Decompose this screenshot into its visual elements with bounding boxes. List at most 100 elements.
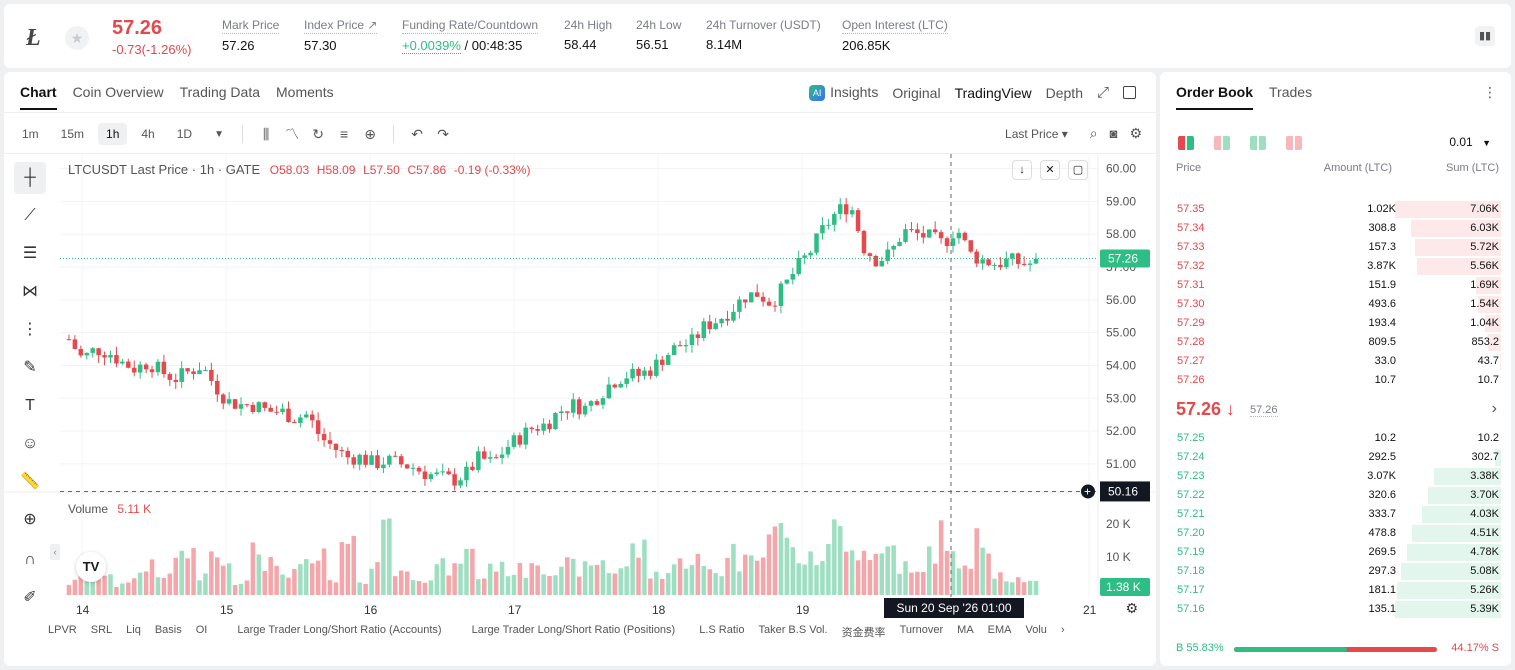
trendline-icon[interactable]: ⟋ [24,207,36,224]
timeframe-1m[interactable]: 1m [22,127,39,141]
stat-mark-price[interactable]: Mark Price 57.26 [222,18,280,53]
ask-row[interactable]: 57.26 10.7 10.7 [1160,371,1511,390]
layout-split-icon[interactable] [1214,136,1230,150]
arrow-down-icon[interactable]: ↓ [1012,160,1032,180]
ask-row[interactable]: 57.29 193.4 1.04K [1160,314,1511,333]
tab-moments[interactable]: Moments [276,84,334,100]
candlestick-chart[interactable]: 60.0059.0058.0057.0056.0055.0054.0053.00… [4,72,1156,666]
ask-row[interactable]: 57.31 151.9 1.69K [1160,276,1511,295]
indicators-icon[interactable]: 〽 [285,126,300,142]
indicator-lt-accounts[interactable]: Large Trader Long/Short Ratio (Accounts) [237,624,442,636]
collapse-icon[interactable]: ✕ [1040,160,1060,180]
more-menu-icon[interactable]: ⋮ [1483,84,1497,100]
indicator-lpvr[interactable]: LPVR [48,624,77,636]
bid-row[interactable]: 57.25 10.2 10.2 [1160,429,1511,448]
bid-row[interactable]: 57.21 333.7 4.03K [1160,505,1511,524]
bid-row[interactable]: 57.19 269.5 4.78K [1160,543,1511,562]
indicator-ma[interactable]: MA [957,624,974,636]
bid-row[interactable]: 57.16 135.1 5.39K [1160,600,1511,619]
brush-icon[interactable]: ✎ [23,359,37,376]
indicator-turnover[interactable]: Turnover [899,624,944,636]
layout-bids-icon[interactable] [1250,136,1266,150]
fib-icon[interactable]: ⋮ [22,321,38,338]
indicator-lt-positions[interactable]: Large Trader Long/Short Ratio (Positions… [471,624,676,636]
compare-icon[interactable]: ↻ [312,125,324,142]
crosshair-icon[interactable]: ┼ [14,162,46,194]
gear-icon[interactable]: ⚙ [1129,125,1142,141]
templates-icon[interactable]: ≡ [339,126,349,142]
zoom-icon[interactable]: ⊕ [23,511,37,528]
chevron-right-icon[interactable]: › [1491,400,1497,417]
camera-icon[interactable]: ◙ [1109,126,1118,141]
window-icon[interactable] [1123,86,1136,100]
indicator-liq[interactable]: Liq [126,624,141,636]
chevron-right-icon[interactable]: › [1060,624,1065,636]
view-original[interactable]: Original [892,84,941,101]
search-icon[interactable]: ⌕ [1089,125,1098,141]
bid-row[interactable]: 57.20 478.8 4.51K [1160,524,1511,543]
layout-both-icon[interactable] [1178,136,1194,150]
timeframe-15m[interactable]: 15m [60,127,85,141]
depth-bar [1401,563,1501,580]
view-depth[interactable]: Depth [1045,84,1083,101]
indicator-srl[interactable]: SRL [90,624,113,636]
stat-funding-rate[interactable]: Funding Rate/Countdown +0.0039% / 00:48:… [402,18,539,54]
redo-icon[interactable]: ↷ [437,125,449,142]
indicator-ls-ratio[interactable]: L.S Ratio [699,624,745,636]
ask-row[interactable]: 57.32 3.87K 5.56K [1160,257,1511,276]
stat-index-price[interactable]: Index Price ↗ 57.30 [304,18,378,53]
ask-row[interactable]: 57.35 1.02K 7.06K [1160,200,1511,219]
favorite-star-icon[interactable]: ★ [65,26,89,50]
expand-icon[interactable]: ⤢ [1096,84,1109,102]
chevron-down-icon[interactable]: ▼ [214,128,225,140]
precision-select[interactable]: 0.01 ▼ [1449,135,1491,149]
tab-trading-data[interactable]: Trading Data [179,84,261,100]
tab-chart[interactable]: Chart [20,84,57,110]
ask-row[interactable]: 57.33 157.3 5.72K [1160,238,1511,257]
layout-icon[interactable]: ▢ [1068,160,1088,180]
bid-row[interactable]: 57.24 292.5 302.7 [1160,448,1511,467]
lock-draw-icon[interactable]: ✐ [23,589,37,606]
indicator-basis[interactable]: Basis [154,624,182,636]
ask-row[interactable]: 57.34 308.8 6.03K [1160,219,1511,238]
pattern-icon[interactable]: ⋈ [22,283,38,300]
tab-coin-overview[interactable]: Coin Overview [72,84,164,100]
layout-asks-icon[interactable] [1286,136,1302,150]
settings-icon[interactable]: ⚙ [1125,600,1138,616]
tab-trades[interactable]: Trades [1269,84,1313,100]
book-icon[interactable]: ▮▮ [1475,26,1495,46]
timeframe-1h[interactable]: 1h [98,123,128,145]
view-tradingview[interactable]: TradingView [954,84,1032,101]
insights-button[interactable]: AI Insights [809,84,878,102]
bid-row[interactable]: 57.22 320.6 3.70K [1160,486,1511,505]
tradingview-logo-icon[interactable]: TV [76,552,106,582]
indicator-taker-vol[interactable]: Taker B.S Vol. [758,624,828,636]
stat-open-interest[interactable]: Open Interest (LTC) 206.85K [842,18,948,53]
timeframe-1d[interactable]: 1D [176,127,193,141]
indicator-funding[interactable]: 资金费率 [841,627,886,639]
price-type-select[interactable]: Last Price ▾ [1005,126,1068,141]
indicator-ema[interactable]: EMA [987,624,1012,636]
ruler-icon[interactable]: 📏 [20,473,40,490]
ask-row[interactable]: 57.27 33.0 43.7 [1160,352,1511,371]
stat-value: 206.85K [842,38,891,53]
indicator-volume[interactable]: Volu [1025,624,1047,636]
timeframe-4h[interactable]: 4h [141,127,155,141]
indicator-oi[interactable]: OI [195,624,208,636]
candle-type-icon[interactable]: ⫼ [262,125,270,142]
volume-bar [529,563,534,595]
bid-row[interactable]: 57.17 181.1 5.26K [1160,581,1511,600]
text-icon[interactable]: T [25,397,35,414]
add-indicator-icon[interactable]: ⊕ [364,125,376,142]
volume-bar [956,568,962,595]
ask-row[interactable]: 57.28 809.5 853.2 [1160,333,1511,352]
tab-order-book[interactable]: Order Book [1176,84,1254,110]
bid-row[interactable]: 57.23 3.07K 3.38K [1160,467,1511,486]
chevron-left-icon[interactable]: ‹ [50,544,60,560]
undo-icon[interactable]: ↶ [411,125,423,142]
horizontal-lines-icon[interactable]: ☰ [22,245,38,262]
ask-row[interactable]: 57.30 493.6 1.54K [1160,295,1511,314]
magnet-icon[interactable]: ∩ [24,551,36,568]
bid-row[interactable]: 57.18 297.3 5.08K [1160,562,1511,581]
emoji-icon[interactable]: ☺ [21,435,39,452]
